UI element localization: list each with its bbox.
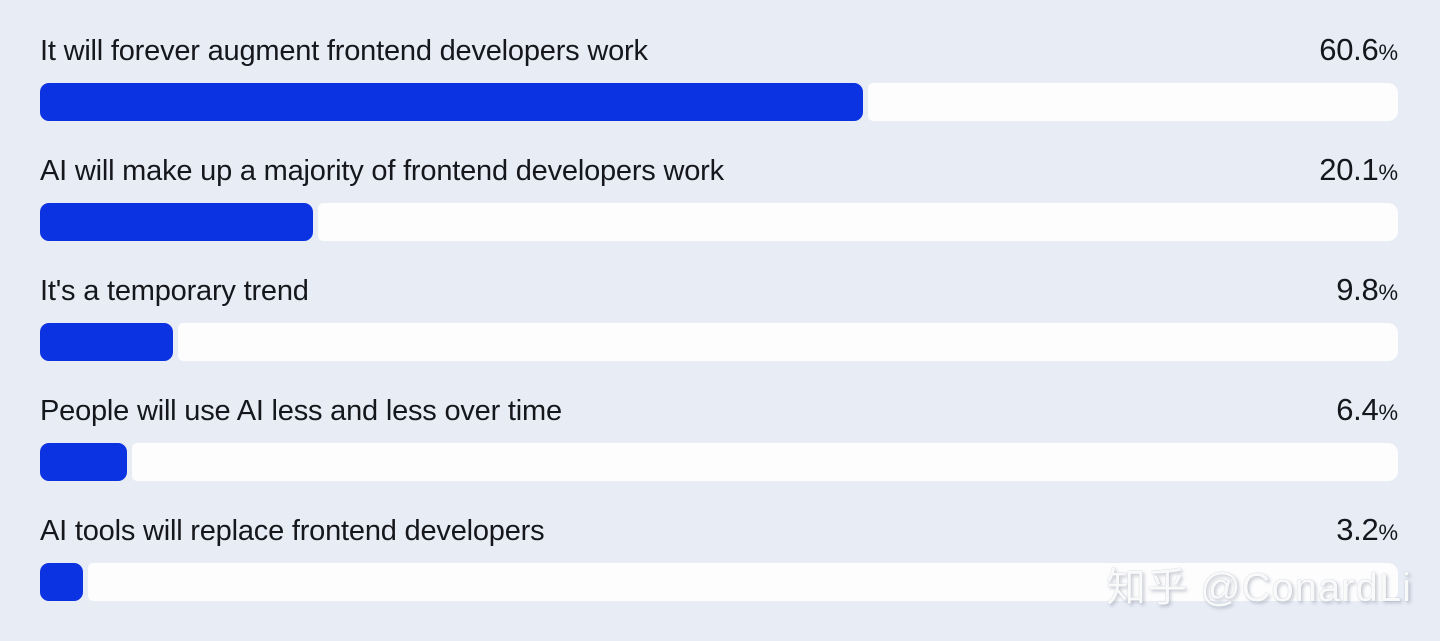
bar-fill	[40, 203, 313, 241]
bar-track-remainder	[317, 203, 1398, 241]
bar-row-header: People will use AI less and less over ti…	[40, 390, 1398, 430]
bar-label: AI will make up a majority of frontend d…	[40, 155, 724, 187]
percent-sign: %	[1378, 520, 1398, 545]
bar-value-number: 9.8	[1336, 272, 1379, 307]
bar-value: 3.2%	[1336, 510, 1398, 553]
bar-fill	[40, 323, 174, 361]
watermark: 知乎 @ConardLi	[1105, 566, 1412, 610]
bar-label: It's a temporary trend	[40, 275, 309, 307]
bar-track-remainder	[178, 323, 1398, 361]
bar-track	[40, 443, 1398, 481]
bar-row-header: AI tools will replace frontend developer…	[40, 510, 1398, 550]
bar-value: 6.4%	[1336, 390, 1398, 433]
bar-label: AI tools will replace frontend developer…	[40, 515, 545, 547]
bar-value-number: 6.4	[1336, 392, 1379, 427]
bar-track	[40, 203, 1398, 241]
percent-sign: %	[1378, 40, 1398, 65]
bar-row: AI will make up a majority of frontend d…	[40, 150, 1398, 241]
bar-track	[40, 323, 1398, 361]
percent-sign: %	[1378, 160, 1398, 185]
bar-value-number: 20.1	[1319, 152, 1379, 187]
bar-track-remainder	[88, 563, 1398, 601]
bar-value: 9.8%	[1336, 270, 1398, 313]
bar-row: People will use AI less and less over ti…	[40, 390, 1398, 481]
bar-track-remainder	[131, 443, 1398, 481]
bar-value: 20.1%	[1319, 150, 1398, 193]
bar-fill	[40, 443, 127, 481]
bar-row-header: AI will make up a majority of frontend d…	[40, 150, 1398, 190]
bar-value-number: 3.2	[1336, 512, 1379, 547]
bar-track	[40, 83, 1398, 121]
bar-value-number: 60.6	[1319, 32, 1379, 67]
bar-track	[40, 563, 1398, 601]
bar-fill	[40, 563, 84, 601]
bar-row-header: It will forever augment frontend develop…	[40, 30, 1398, 70]
percent-sign: %	[1378, 400, 1398, 425]
bar-row: AI tools will replace frontend developer…	[40, 510, 1398, 601]
bar-row-header: It's a temporary trend 9.8%	[40, 270, 1398, 310]
bar-track-remainder	[867, 83, 1398, 121]
bar-row: It's a temporary trend 9.8%	[40, 270, 1398, 361]
bar-row: It will forever augment frontend develop…	[40, 30, 1398, 121]
percent-sign: %	[1378, 280, 1398, 305]
bar-value: 60.6%	[1319, 30, 1398, 73]
bar-fill	[40, 83, 863, 121]
bar-label: It will forever augment frontend develop…	[40, 35, 648, 67]
bar-label: People will use AI less and less over ti…	[40, 395, 562, 427]
